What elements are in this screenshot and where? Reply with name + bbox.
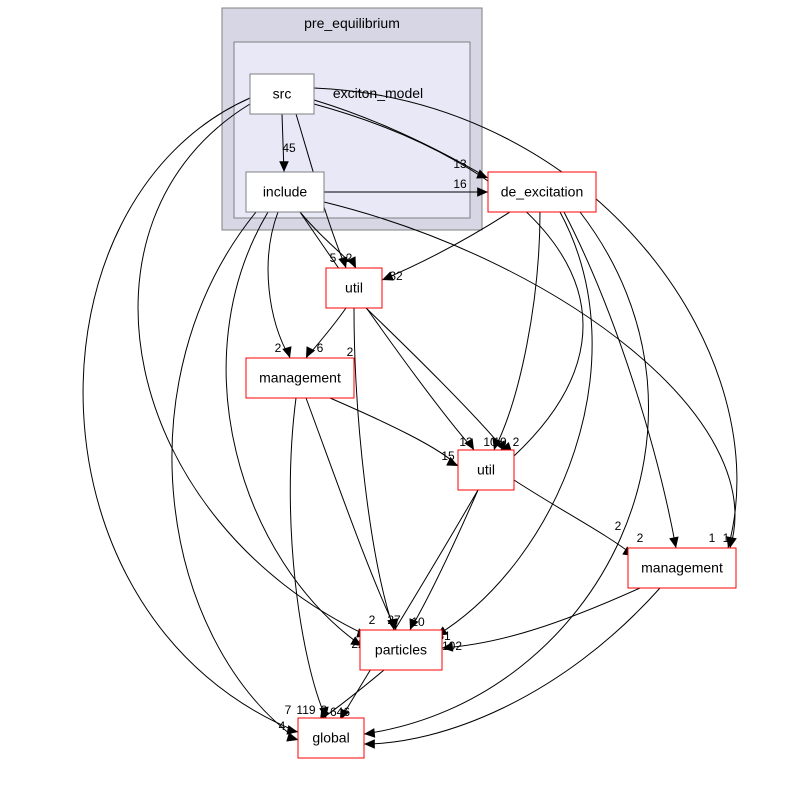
edge-label-management2-particles: 102 [442, 639, 462, 653]
edge-de_excitation-util2 [494, 212, 540, 450]
edge-label-include-management2: 1 [723, 531, 730, 545]
edge-management2-particles [442, 588, 640, 648]
edge-label-util2-particles: 10 [411, 615, 425, 629]
edge-util1-util2 [366, 308, 506, 452]
node-de_excitation[interactable]: de_excitation [488, 172, 596, 212]
edge-label-src-de_excitation: 13 [453, 157, 467, 171]
cluster-exciton-model-title: exciton_model [333, 85, 423, 101]
node-label-de_excitation: de_excitation [501, 184, 584, 200]
edge-util2-global [340, 490, 478, 720]
edge-arrow [364, 739, 375, 749]
edge-include-util2 [300, 212, 474, 450]
edge-management1-particles [306, 398, 396, 630]
edge-include-management2 [324, 202, 735, 548]
edge-label-src-include: 45 [282, 141, 296, 155]
edge-label-src-particles: 2 [369, 613, 376, 627]
node-label-src: src [273, 86, 292, 102]
edge-label-util1-particles: 2 [347, 345, 354, 359]
node-global[interactable]: global [298, 718, 364, 758]
edge-label-particles-global: 119 [296, 703, 315, 717]
node-particles[interactable]: particles [360, 630, 442, 670]
edge-label-src-util1: 5 [330, 251, 337, 265]
node-management1[interactable]: management [246, 358, 354, 398]
edge-label-de_excitation-util1: 32 [389, 269, 403, 283]
node-util1[interactable]: util [326, 268, 382, 308]
edge-label-include-global: 4 [279, 719, 286, 733]
edge-label-util1-util2: 2 [513, 435, 520, 449]
edge-label-management1-util2: 15 [441, 449, 455, 463]
edge-label-util2-global: 646 [330, 705, 350, 719]
edge-arrow [286, 725, 298, 734]
node-label-util1: util [345, 280, 363, 296]
edge-particles-global [320, 670, 384, 720]
node-include[interactable]: include [246, 172, 324, 212]
edge-de_excitation-particles [436, 212, 592, 636]
edge-management1-util2 [330, 398, 458, 466]
node-management2[interactable]: management [628, 548, 736, 588]
edge-label-de_excitation-management2: 2 [637, 531, 644, 545]
edge-util1-particles [354, 308, 394, 630]
edge-label-util1-management1: 6 [317, 341, 324, 355]
edge-management1-global [290, 398, 326, 718]
node-util2[interactable]: util [458, 450, 514, 490]
node-src[interactable]: src [250, 74, 314, 114]
edge-arrow [306, 346, 315, 358]
edge-label-management1-particles: 27 [387, 613, 401, 627]
edge-label-include-util2: 13 [459, 435, 473, 449]
edge-arrow [477, 187, 488, 197]
edge-include-management1 [268, 212, 290, 358]
edge-arrow [669, 536, 678, 548]
edge-label-include-util1: 2 [346, 251, 353, 265]
node-label-management2: management [641, 560, 723, 576]
edge-label-util2-management2: 2 [615, 519, 622, 533]
edge-arrow [364, 728, 375, 738]
node-label-management1: management [259, 370, 341, 386]
edge-util2-management2 [514, 480, 634, 556]
edge-arrow [282, 346, 291, 358]
node-label-particles: particles [375, 642, 427, 658]
edge-util2-particles [410, 490, 478, 630]
edge-label-include-management1: 2 [275, 341, 282, 355]
edge-label-src-management2: 1 [709, 531, 716, 545]
edge-label-src-global: 7 [285, 703, 292, 717]
node-label-global: global [312, 730, 349, 746]
cluster-pre-equilibrium-title: pre_equilibrium [304, 15, 400, 31]
edge-label-include-de_excitation: 16 [453, 177, 467, 191]
node-label-util2: util [477, 462, 495, 478]
node-label-include: include [263, 184, 308, 200]
dependency-graph: pre_equilibriumexciton_model 45135102711… [0, 0, 792, 788]
